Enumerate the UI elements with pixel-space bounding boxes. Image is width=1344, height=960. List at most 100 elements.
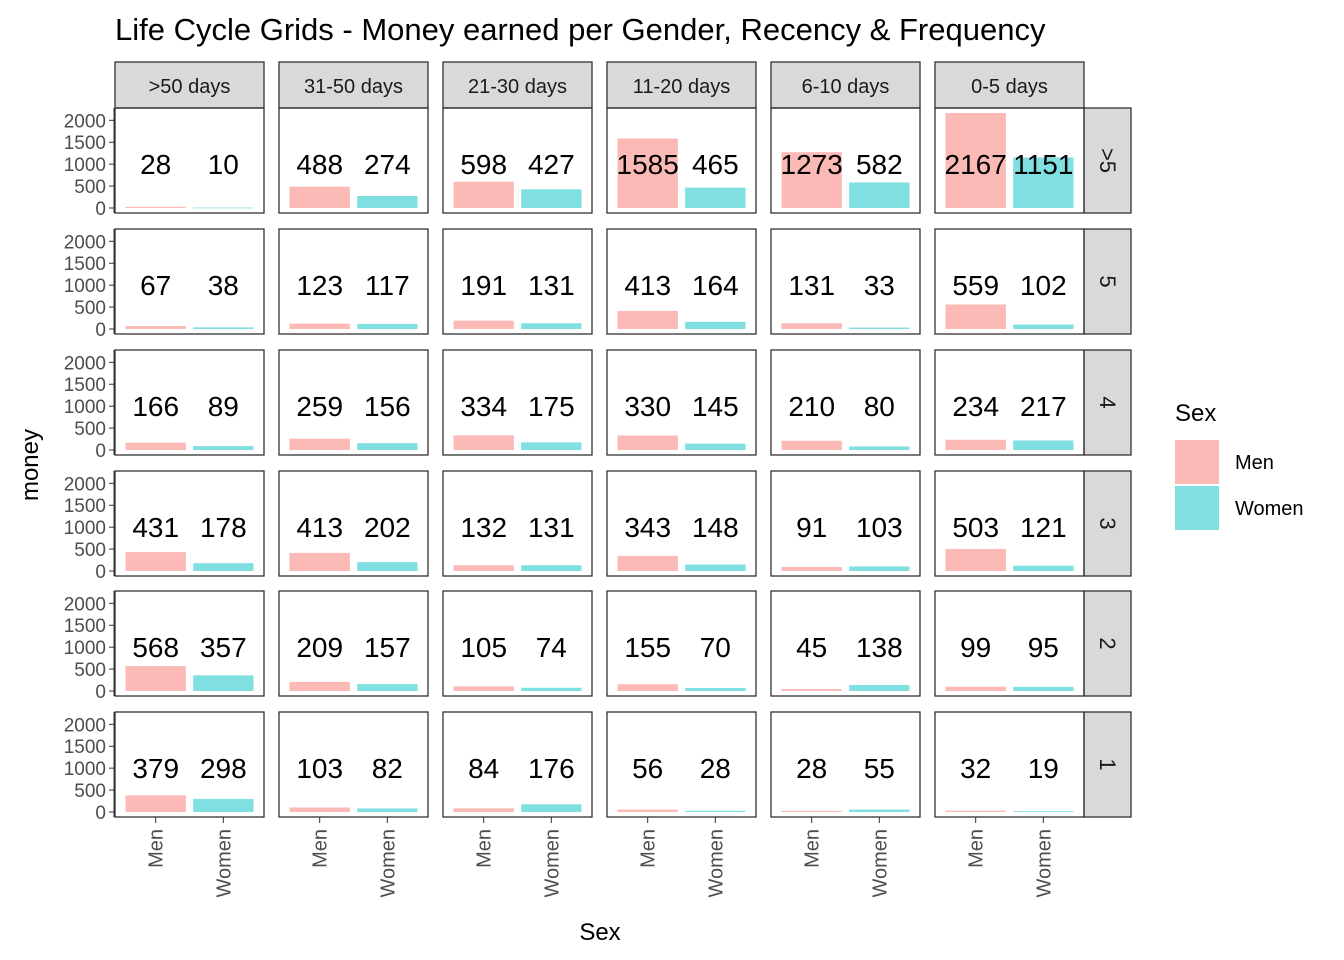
legend-key-women <box>1175 486 1219 530</box>
bar-women <box>685 321 746 329</box>
column-strip <box>606 61 757 109</box>
bar-men <box>945 439 1006 450</box>
bar-men <box>781 567 842 571</box>
bar-women <box>1013 157 1074 208</box>
column-strip-label: >50 days <box>149 76 231 98</box>
panel-border <box>114 349 265 456</box>
row-strip <box>1083 470 1132 577</box>
legend-label: Women <box>1235 498 1304 520</box>
data-label: 10 <box>208 149 239 180</box>
bar-women <box>1013 440 1074 450</box>
y-tick-label: 1000 <box>64 759 106 780</box>
data-label: 38 <box>208 270 239 301</box>
bar-women <box>357 562 418 571</box>
bar-women <box>357 443 418 450</box>
panel-border <box>114 107 265 214</box>
bar-women <box>193 327 254 329</box>
bar-women <box>521 687 582 691</box>
data-label: 330 <box>624 391 671 422</box>
panel-border <box>442 349 593 456</box>
row-strip-label: 2 <box>1095 637 1120 649</box>
bar-women <box>849 809 910 812</box>
bar-women <box>685 810 746 812</box>
data-label: 91 <box>796 512 827 543</box>
data-label: 74 <box>536 632 567 663</box>
bar-women <box>849 182 910 208</box>
y-tick-label: 0 <box>95 441 106 462</box>
data-label: 465 <box>692 149 739 180</box>
bar-men <box>453 808 514 812</box>
column-strip <box>278 61 429 109</box>
column-strip-label: 21-30 days <box>468 76 567 98</box>
data-label: 488 <box>296 149 343 180</box>
x-tick-label: Women <box>869 829 891 898</box>
panel-border <box>606 470 757 577</box>
data-label: 298 <box>200 753 247 784</box>
bar-women <box>193 207 254 209</box>
panel-border <box>770 349 921 456</box>
bar-women <box>849 446 910 450</box>
bar-women <box>849 327 910 329</box>
panel-border <box>934 711 1085 818</box>
panel-border <box>278 711 429 818</box>
data-label: 28 <box>700 753 731 784</box>
bar-women <box>1013 811 1074 812</box>
y-tick-label: 1000 <box>64 518 106 539</box>
panel-border <box>934 228 1085 335</box>
bar-men <box>453 435 514 450</box>
bar-men <box>617 310 678 329</box>
bar-men <box>945 686 1006 691</box>
data-label: 95 <box>1028 632 1059 663</box>
data-label: 202 <box>364 512 411 543</box>
panel-border <box>934 470 1085 577</box>
y-tick-label: 1500 <box>64 616 106 637</box>
panel-border <box>934 107 1085 214</box>
bar-men <box>781 152 842 208</box>
data-label: 117 <box>365 270 410 301</box>
data-label: 148 <box>692 512 739 543</box>
y-tick-label: 2000 <box>64 474 106 495</box>
legend-key-men <box>1175 440 1219 484</box>
data-label: 166 <box>132 391 179 422</box>
data-label: 568 <box>132 632 179 663</box>
bar-men <box>617 809 678 812</box>
bar-men <box>945 113 1006 208</box>
y-tick-label: 1000 <box>64 397 106 418</box>
panel-border <box>934 590 1085 697</box>
column-strip-label: 31-50 days <box>304 76 403 98</box>
x-tick-label: Men <box>310 829 332 868</box>
data-label: 80 <box>864 391 895 422</box>
row-strip <box>1083 711 1132 818</box>
y-tick-label: 1500 <box>64 737 106 758</box>
panel-border <box>606 107 757 214</box>
bar-men <box>453 686 514 691</box>
y-tick-label: 0 <box>95 803 106 824</box>
data-label: 176 <box>528 753 575 784</box>
bar-women <box>521 189 582 208</box>
panels-layer: >50 days 31-50 days 21-30 days 11-20 days 6-… <box>64 61 1132 898</box>
data-label: 379 <box>132 753 179 784</box>
data-label: 413 <box>296 512 343 543</box>
y-tick-label: 500 <box>74 660 106 681</box>
data-label: 210 <box>788 391 835 422</box>
row-strip <box>1083 107 1132 214</box>
bar-women <box>357 323 418 329</box>
y-tick-label: 1500 <box>64 496 106 517</box>
bar-men <box>945 304 1006 329</box>
data-label: 131 <box>788 270 835 301</box>
panel-border <box>934 349 1085 456</box>
data-label: 105 <box>460 632 507 663</box>
data-label: 2167 <box>945 149 1007 180</box>
bar-men <box>125 552 186 571</box>
x-tick-label: Women <box>705 829 727 898</box>
chart-title: Life Cycle Grids - Money earned per Gend… <box>115 12 1046 47</box>
y-tick-label: 0 <box>95 320 106 341</box>
bar-men <box>617 138 678 208</box>
x-tick-label: Men <box>146 829 168 868</box>
data-label: 121 <box>1020 512 1067 543</box>
panel-border <box>606 228 757 335</box>
bar-men <box>453 320 514 329</box>
y-tick-label: 2000 <box>64 111 106 132</box>
bar-women <box>357 808 418 812</box>
data-label: 217 <box>1020 391 1067 422</box>
